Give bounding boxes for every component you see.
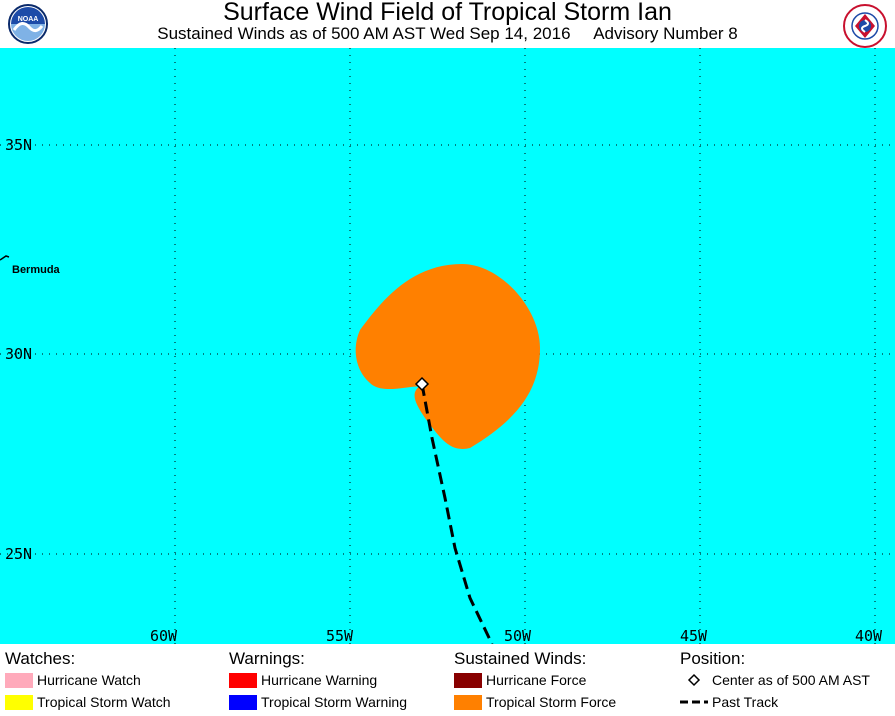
tropical-storm-force-wind-field (355, 264, 540, 449)
legend-label: Hurricane Warning (261, 672, 378, 688)
place-label-bermuda: Bermuda (12, 264, 60, 276)
legend-label: Tropical Storm Warning (261, 694, 408, 710)
map-area: 35N 30N 25N 60W 55W 50W 45W 40W Bermuda (0, 48, 895, 644)
lon-label-60w: 60W (150, 627, 178, 644)
legend-heading-warnings: Warnings: (229, 649, 305, 668)
lon-label-45w: 45W (680, 627, 708, 644)
noaa-logo-text: NOAA (18, 16, 39, 23)
legend-label: Past Track (712, 694, 779, 710)
lat-label-25n: 25N (5, 545, 33, 563)
storm-center-diamond-icon (414, 376, 430, 392)
lon-label-50w: 50W (504, 627, 532, 644)
page-title: Surface Wind Field of Tropical Storm Ian (223, 0, 672, 26)
noaa-logo-icon: NOAA (8, 4, 48, 44)
legend: Watches: Hurricane Watch Tropical Storm … (0, 644, 895, 716)
legend-swatch (454, 695, 482, 710)
legend-label: Tropical Storm Force (486, 694, 617, 710)
page-subtitle: Sustained Winds as of 500 AM AST Wed Sep… (157, 24, 738, 43)
legend-swatch (454, 673, 482, 688)
diamond-icon (687, 673, 701, 687)
legend-heading-watches: Watches: (5, 649, 76, 668)
legend-label: Center as of 500 AM AST (712, 672, 870, 688)
legend-heading-sustained-winds: Sustained Winds: (454, 649, 587, 668)
legend-label: Hurricane Watch (37, 672, 141, 688)
legend-label: Hurricane Force (486, 672, 587, 688)
bermuda-island-icon (0, 255, 10, 261)
lat-label-35n: 35N (5, 136, 33, 154)
past-track-line (420, 383, 494, 644)
legend-swatch (229, 695, 257, 710)
lon-label-40w: 40W (855, 627, 883, 644)
nws-logo-icon (843, 4, 887, 48)
legend-swatch (5, 673, 33, 688)
legend-heading-position: Position: (680, 649, 746, 668)
header: NOAA Surface Wind Field of Tropical Stor… (0, 0, 895, 48)
lat-label-30n: 30N (5, 345, 33, 363)
legend-swatch (229, 673, 257, 688)
map-canvas (0, 48, 895, 644)
legend-swatch (5, 695, 33, 710)
legend-label: Tropical Storm Watch (37, 694, 171, 710)
lon-label-55w: 55W (326, 627, 354, 644)
dashed-line-icon (680, 700, 708, 704)
